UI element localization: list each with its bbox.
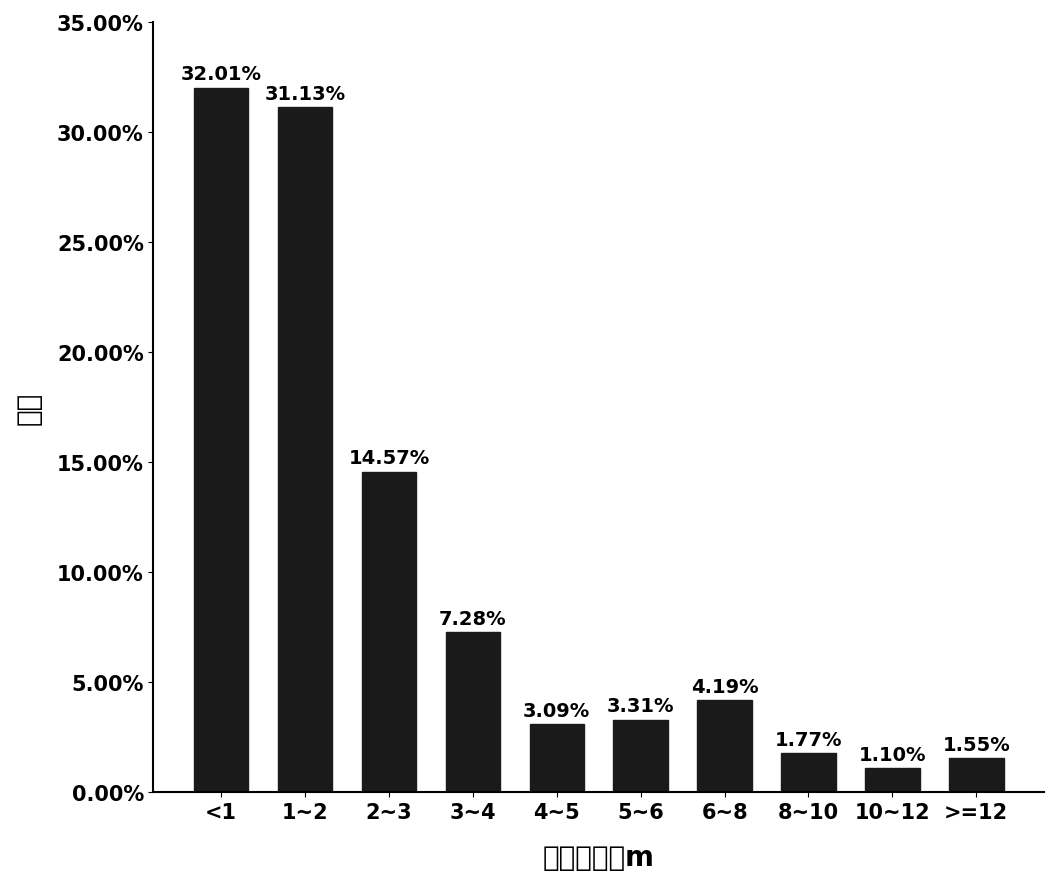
Bar xyxy=(613,719,668,793)
Bar xyxy=(697,701,752,793)
Text: 3.09%: 3.09% xyxy=(523,701,591,720)
Bar xyxy=(446,633,500,793)
Text: 4.19%: 4.19% xyxy=(690,677,758,696)
X-axis label: 单层厚度，m: 单层厚度，m xyxy=(543,843,654,871)
Bar xyxy=(194,89,249,793)
Text: 32.01%: 32.01% xyxy=(181,66,262,84)
Text: 1.55%: 1.55% xyxy=(943,735,1010,754)
Bar xyxy=(277,108,333,793)
Y-axis label: 频率: 频率 xyxy=(15,391,43,424)
Text: 7.28%: 7.28% xyxy=(439,609,506,628)
Bar xyxy=(949,758,1004,793)
Bar xyxy=(362,472,416,793)
Text: 3.31%: 3.31% xyxy=(607,696,675,715)
Text: 1.77%: 1.77% xyxy=(775,730,842,750)
Bar xyxy=(530,725,585,793)
Bar xyxy=(782,754,836,793)
Text: 14.57%: 14.57% xyxy=(348,449,430,468)
Bar xyxy=(865,768,919,793)
Text: 31.13%: 31.13% xyxy=(265,85,345,104)
Text: 1.10%: 1.10% xyxy=(859,745,927,764)
